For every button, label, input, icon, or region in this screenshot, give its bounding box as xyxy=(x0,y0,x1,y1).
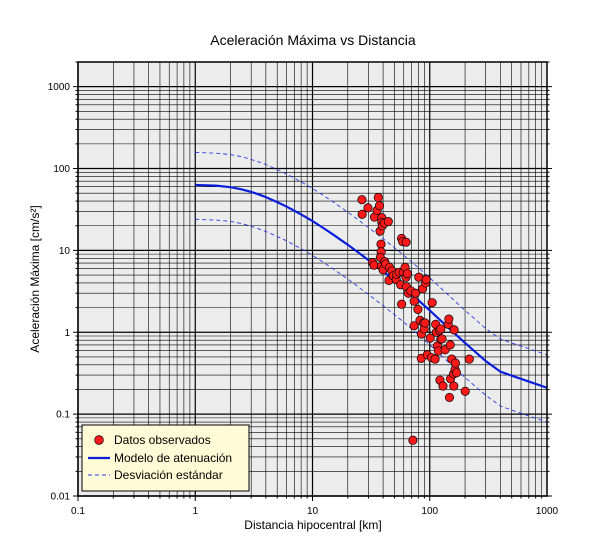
data-point xyxy=(420,318,430,328)
data-points xyxy=(357,192,474,445)
x-tick-label: 1 xyxy=(192,506,198,517)
data-point xyxy=(449,325,459,335)
std-deviation-line-2 xyxy=(195,152,548,356)
legend-label-model: Modelo de atenuación xyxy=(114,451,232,465)
x-tick-label: 1000 xyxy=(536,506,559,517)
data-point xyxy=(376,239,386,249)
data-point xyxy=(408,435,418,445)
data-point xyxy=(357,209,367,219)
std-deviation-line-3 xyxy=(195,218,548,423)
data-point xyxy=(437,334,447,344)
grid-lines xyxy=(77,61,547,497)
data-point xyxy=(427,298,437,308)
data-point xyxy=(409,321,419,331)
y-tick-label: 0.1 xyxy=(56,410,70,421)
attenuation-model-line xyxy=(195,183,548,389)
data-point xyxy=(357,195,367,205)
legend-label-deviation: Desviación estándar xyxy=(114,468,223,482)
data-point xyxy=(425,333,435,343)
data-point xyxy=(383,217,393,227)
data-point xyxy=(363,203,373,213)
data-point xyxy=(413,304,423,314)
data-point xyxy=(421,275,431,285)
y-tick-label: 1 xyxy=(64,328,70,339)
y-tick-labels: 0.01 0.1 1 10 100 1000 xyxy=(48,82,71,502)
data-point xyxy=(409,296,419,306)
y-tick-label: 0.01 xyxy=(51,492,71,503)
x-axis-label: Distancia hipocentral [km] xyxy=(244,518,381,532)
legend-label-observed: Datos observados xyxy=(114,433,211,447)
plot-frame xyxy=(77,61,548,497)
y-tick-label: 100 xyxy=(53,164,70,175)
data-point xyxy=(401,237,411,247)
data-point xyxy=(445,340,455,350)
data-point xyxy=(464,354,474,364)
data-point xyxy=(402,269,412,279)
data-point xyxy=(410,288,421,298)
data-point xyxy=(460,386,470,396)
chart-title: Aceleración Máxima vs Distancia xyxy=(210,32,416,48)
data-point xyxy=(451,368,461,378)
data-point xyxy=(450,358,460,368)
x-tick-label: 10 xyxy=(307,506,319,517)
data-point xyxy=(373,192,383,203)
data-point xyxy=(449,381,459,391)
y-axis-label: Aceleración Máxima [cm/s²] xyxy=(28,205,42,352)
data-point xyxy=(374,201,385,211)
x-tick-label: 100 xyxy=(421,506,438,517)
legend-marker-observed xyxy=(94,435,104,445)
data-point xyxy=(444,392,455,402)
legend: Datos observados Modelo de atenuación De… xyxy=(81,424,250,492)
y-tick-label: 1000 xyxy=(48,82,71,93)
data-point xyxy=(397,299,407,309)
x-tick-label: 0.1 xyxy=(71,506,85,517)
data-point xyxy=(436,324,446,334)
data-point xyxy=(430,354,440,364)
data-point xyxy=(438,381,448,391)
y-tick-label: 10 xyxy=(59,246,71,257)
x-tick-labels: 0.1 1 10 100 1000 xyxy=(71,506,559,517)
data-point xyxy=(444,314,454,324)
series-layer xyxy=(195,152,548,423)
